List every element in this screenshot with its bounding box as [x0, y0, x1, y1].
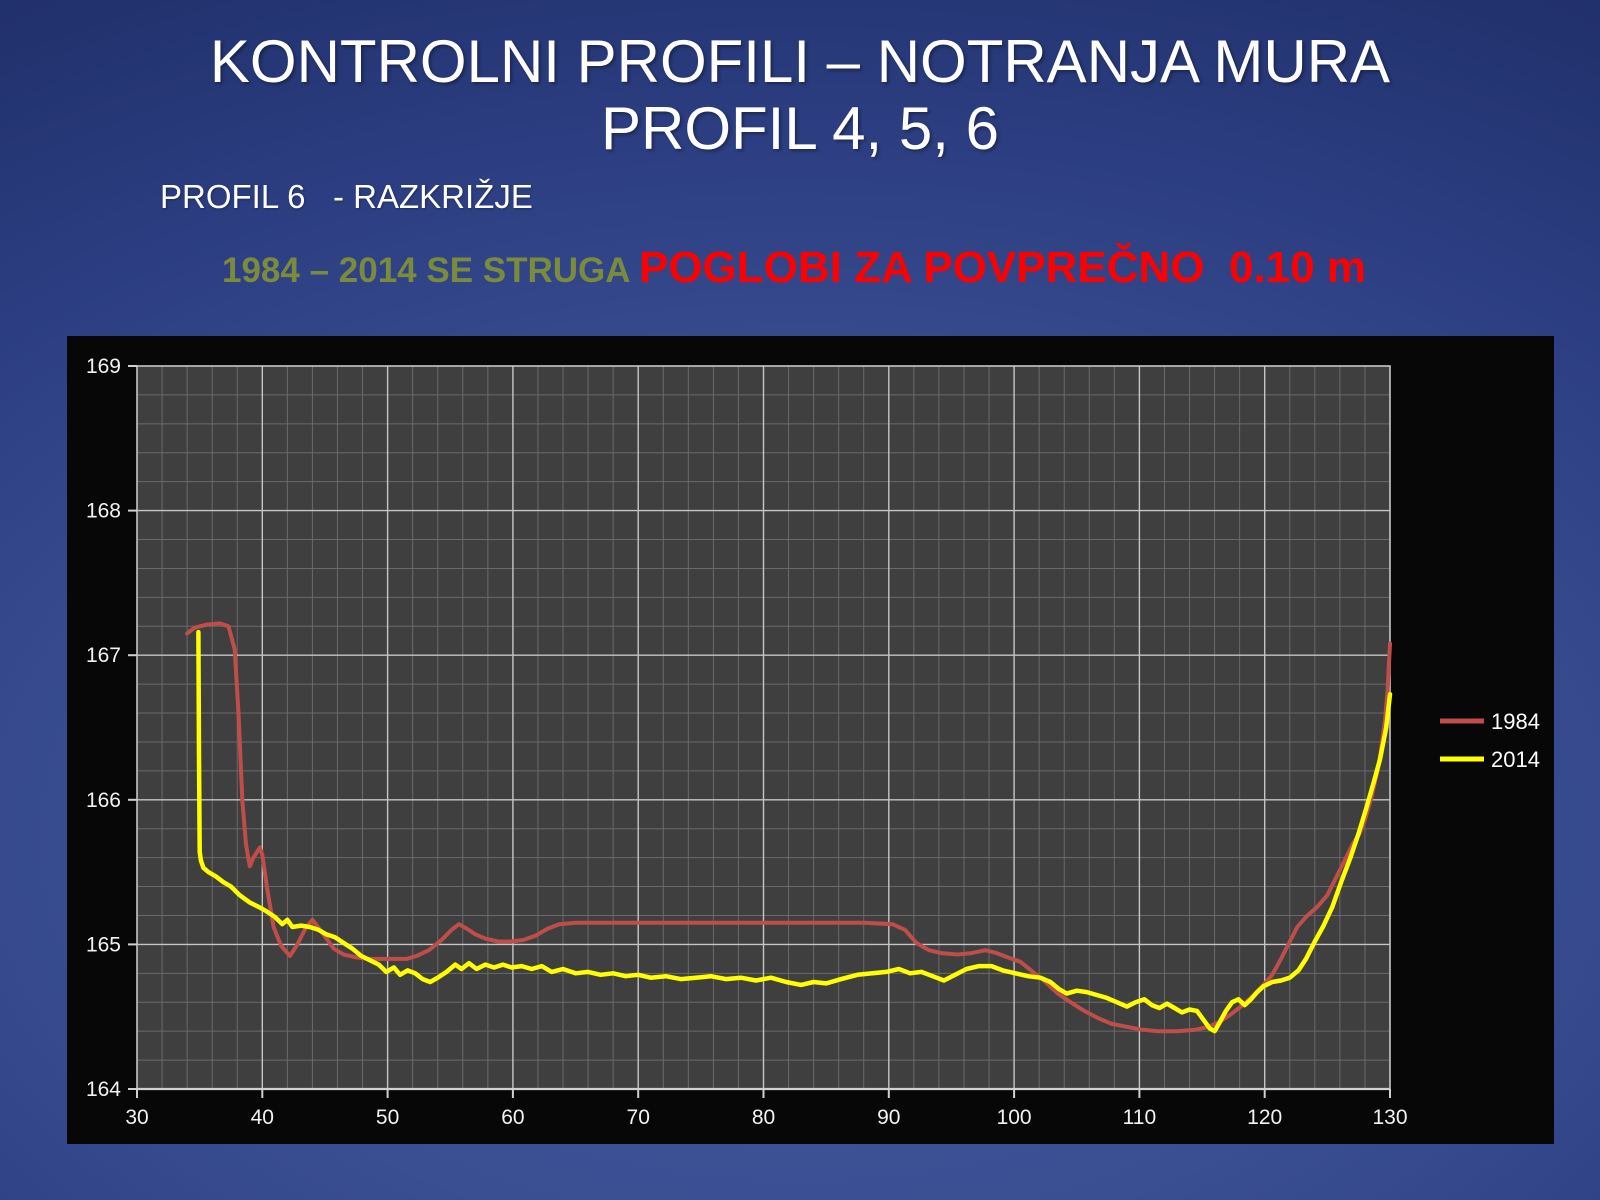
x-tick-label: 60: [501, 1106, 524, 1129]
profile-chart: 164 165 166 167 168 169 30 40 50 60 70 80 90 100 110 12…: [67, 336, 1554, 1144]
axis-labels: 164 165 166 167 168 169 30 40 50 60 70 80 90 100 110 12…: [86, 355, 1408, 1129]
x-tick-label: 50: [376, 1106, 399, 1129]
y-tick-label: 168: [86, 500, 121, 523]
highlight-green-text: 1984 – 2014 SE STRUGA: [222, 251, 639, 290]
x-tick-label: 80: [752, 1106, 775, 1129]
x-tick-label: 90: [877, 1106, 900, 1129]
title-line-2: PROFIL 4, 5, 6: [601, 95, 999, 163]
y-tick-label: 165: [86, 933, 121, 956]
y-tick-label: 166: [86, 789, 121, 812]
legend-label-2014: 2014: [1491, 747, 1540, 772]
legend: 1984 2014: [1440, 709, 1540, 772]
series-line-1984: [185, 621, 1392, 1034]
x-tick-label: 70: [627, 1106, 650, 1129]
x-tick-label: 30: [125, 1106, 148, 1129]
x-tick-label: 110: [1123, 1106, 1156, 1129]
axis-ticks: [128, 365, 1391, 1098]
y-tick-label: 164: [86, 1078, 121, 1101]
x-tick-label: 130: [1372, 1106, 1407, 1129]
title-line-1: KONTROLNI PROFILI – NOTRANJA MURA: [209, 28, 1391, 95]
x-tick-label: 40: [251, 1106, 274, 1129]
series-line-2014: [196, 629, 1393, 1034]
highlight-red-text: POGLOBI ZA POVPREČNO 0.10 m: [638, 243, 1366, 292]
slide-title: KONTROLNI PROFILI – NOTRANJA MURA PROFIL…: [0, 28, 1600, 162]
y-tick-label: 169: [86, 355, 121, 378]
x-tick-label: 120: [1247, 1106, 1282, 1129]
profile-subtitle: PROFIL 6 - RAZKRIŽJE: [160, 178, 533, 215]
legend-label-1984: 1984: [1491, 709, 1540, 734]
y-tick-label: 167: [86, 644, 121, 667]
x-tick-label: 100: [997, 1106, 1032, 1129]
highlight-line: 1984 – 2014 SE STRUGA POGLOBI ZA POVPREČ…: [222, 243, 1366, 292]
profile-chart-svg: 164 165 166 167 168 169 30 40 50 60 70 80 90 100 110 12…: [86, 355, 1540, 1129]
